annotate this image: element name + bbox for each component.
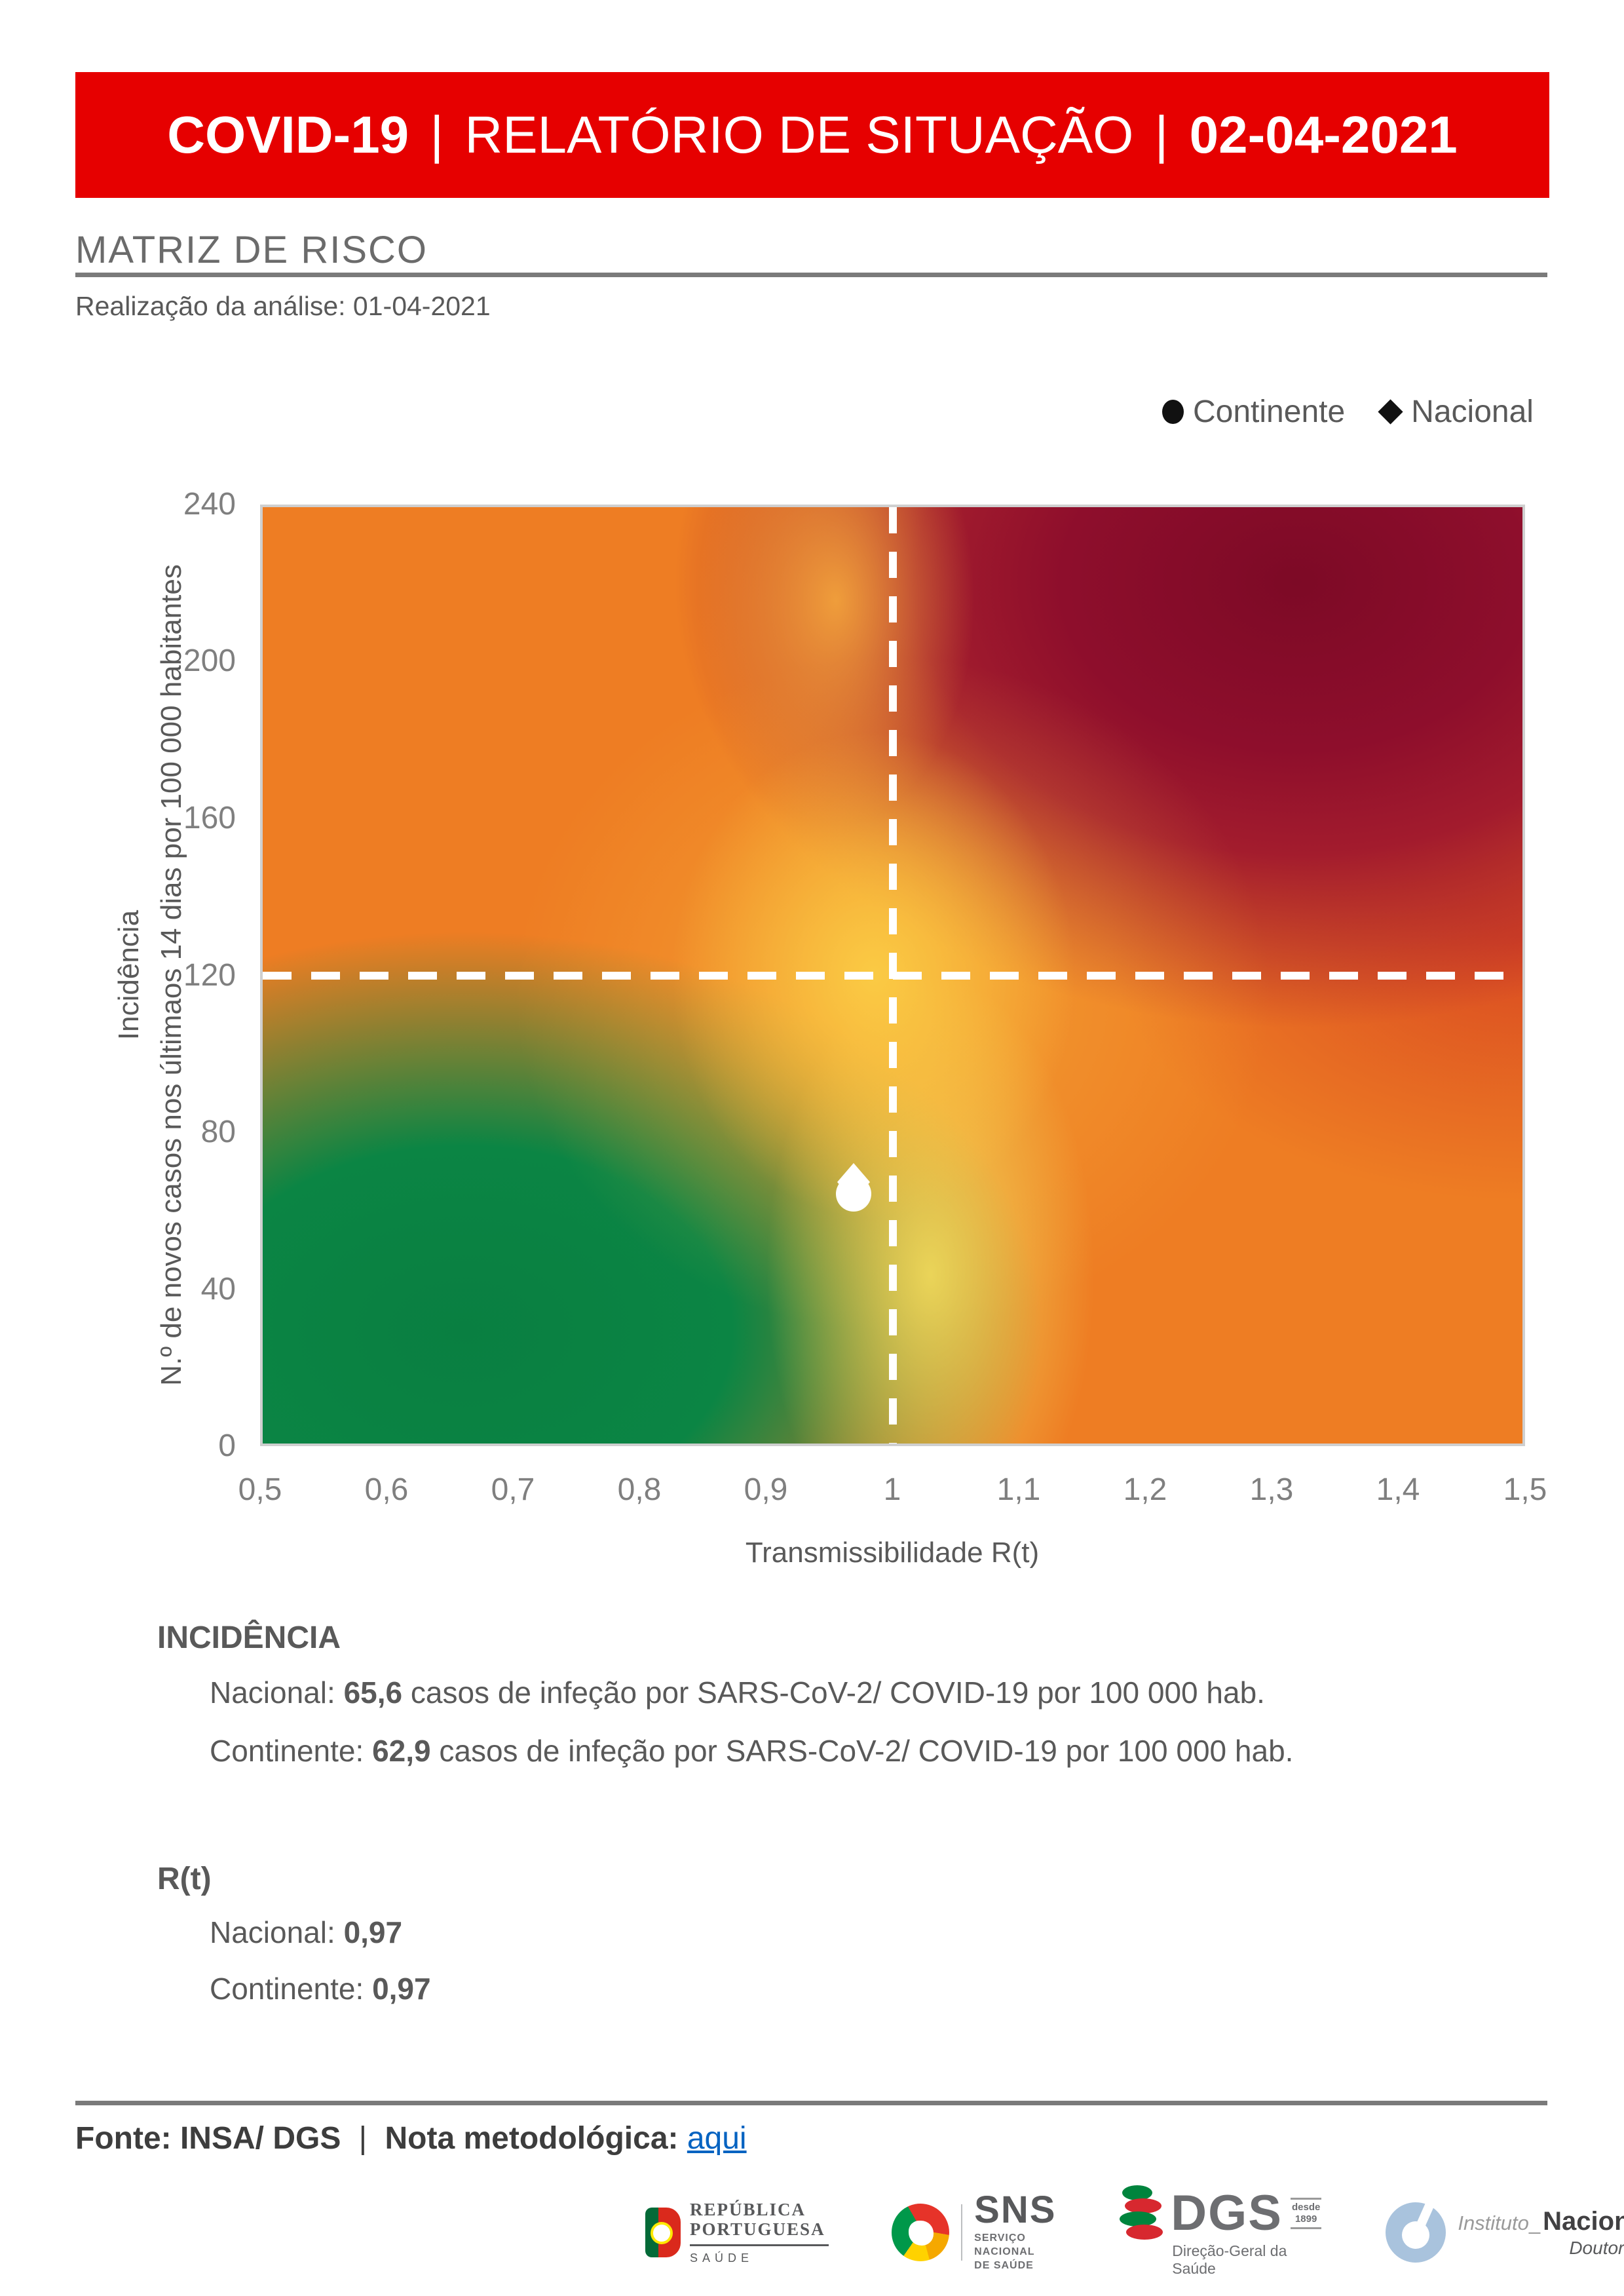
x-tick-13: 1,3	[1249, 1472, 1294, 1507]
nacional-marker-icon	[1378, 399, 1403, 425]
republica-portuguesa-logo: REPÚBLICA PORTUGUESA SAÚDE	[645, 2200, 829, 2265]
legend-label-nacional: Nacional	[1411, 394, 1534, 429]
analysis-date-label: Realização da análise: 01-04-2021	[75, 291, 491, 321]
x-tick-12: 1,2	[1123, 1472, 1167, 1507]
dgs-abbr: DGS	[1171, 2185, 1283, 2241]
banner-separator-2: |	[1154, 105, 1169, 164]
rt-heading: R(t)	[157, 1862, 212, 1896]
banner-date: 02-04-2021	[1189, 105, 1458, 164]
page-title: MATRIZ DE RISCO	[75, 229, 428, 271]
x-tick-11: 1,1	[996, 1472, 1041, 1507]
incidencia-nacional-label: Nacional:	[210, 1675, 335, 1710]
incidencia-continente-text: casos de infeção por SARS-CoV-2/ COVID-1…	[439, 1734, 1294, 1768]
incidencia-heading: INCIDÊNCIA	[157, 1620, 341, 1655]
incidencia-nacional-value: 65,6	[343, 1675, 403, 1710]
portugal-flag-icon	[645, 2208, 681, 2257]
dgs-desde-badge: desde 1899	[1290, 2198, 1322, 2229]
republica-rule	[690, 2244, 829, 2247]
insa-prefix: Instituto	[1458, 2211, 1529, 2234]
y-tick-40: 40	[200, 1272, 236, 1307]
sns-abbr: SNS	[974, 2189, 1057, 2232]
title-divider	[75, 273, 1547, 277]
x-tick-1: 1	[883, 1472, 901, 1507]
sns-divider	[961, 2204, 963, 2261]
y-axis-title-line2: N.º de novos casos nos últimaos 14 dias …	[155, 564, 187, 1386]
incidencia-nacional-text: casos de infeção por SARS-CoV-2/ COVID-1…	[410, 1675, 1265, 1710]
dgs-desde-line1: desde	[1291, 2202, 1321, 2213]
x-tick-05: 0,5	[238, 1472, 282, 1507]
y-tick-0: 0	[218, 1428, 236, 1463]
dgs-desde-line2: 1899	[1294, 2213, 1317, 2225]
legend-label-continente: Continente	[1193, 394, 1346, 429]
report-banner: COVID-19 | RELATÓRIO DE SITUAÇÃO | 02-04…	[75, 72, 1549, 198]
banner-title-main: RELATÓRIO DE SITUAÇÃO	[464, 105, 1134, 164]
nota-metodologica-link[interactable]: aqui	[687, 2121, 747, 2156]
footer-fonte: Fonte: INSA/ DGS	[75, 2121, 341, 2156]
sns-logo: SNS SERVIÇO NACIONAL DE SAÚDE	[892, 2189, 1057, 2272]
rt-continente-label: Continente:	[210, 1972, 364, 2006]
insa-name: Nacional de Saúde	[1543, 2206, 1624, 2236]
data-point-marker-icon	[836, 1162, 872, 1212]
sns-sub-line1: SERVIÇO NACIONAL	[974, 2232, 1035, 2258]
incidencia-continente-value: 62,9	[372, 1734, 431, 1768]
insa-logo: Instituto_Nacional de Saúde Doutor Ricar…	[1384, 2201, 1624, 2264]
rt-nacional-label: Nacional:	[210, 1915, 335, 1949]
incidencia-continente-line: Continente: 62,9 casos de infeção por SA…	[210, 1733, 1293, 1769]
x-tick-06: 0,6	[364, 1472, 409, 1507]
y-tick-160: 160	[183, 801, 236, 835]
sns-sub-line2: DE SAÚDE	[974, 2259, 1034, 2271]
insa-underscore: _	[1528, 2211, 1541, 2234]
republica-line1: REPÚBLICA	[690, 2199, 806, 2219]
banner-separator: |	[430, 105, 444, 164]
y-axis-title-line1: Incidência	[113, 909, 145, 1041]
incidencia-nacional-line: Nacional: 65,6 casos de infeção por SARS…	[210, 1675, 1265, 1710]
footer-divider	[75, 2101, 1547, 2105]
x-axis-title: Transmissibilidade R(t)	[745, 1537, 1040, 1569]
y-tick-120: 120	[183, 958, 236, 993]
incidencia-continente-label: Continente:	[210, 1734, 364, 1768]
y-tick-240: 240	[183, 487, 236, 522]
continente-marker-icon	[1162, 399, 1184, 424]
dgs-leaves-icon	[1120, 2185, 1163, 2240]
footer-separator: |	[358, 2121, 368, 2156]
x-tick-14: 1,4	[1376, 1472, 1420, 1507]
republica-saude-label: SAÚDE	[690, 2251, 754, 2265]
rt-nacional-value: 0,97	[343, 1915, 403, 1949]
rt-continente-line: Continente: 0,97	[210, 1971, 431, 2006]
chart-legend: Continente Nacional	[1162, 395, 1534, 429]
sns-circle-icon	[892, 2203, 949, 2261]
footer-source-line: Fonte: INSA/ DGS | Nota metodológica: aq…	[75, 2120, 747, 2156]
risk-matrix-heatmap	[260, 505, 1525, 1446]
y-tick-80: 80	[200, 1115, 236, 1149]
x-tick-07: 0,7	[491, 1472, 535, 1507]
x-tick-09: 0,9	[744, 1472, 788, 1507]
y-tick-200: 200	[183, 643, 236, 678]
footer-nota-label: Nota metodológica:	[385, 2121, 679, 2156]
rt-continente-value: 0,97	[372, 1972, 431, 2006]
x-tick-08: 0,8	[617, 1472, 662, 1507]
institutional-logos: REPÚBLICA PORTUGUESA SAÚDE SNS SERVIÇO N…	[645, 2177, 1624, 2288]
incidence-threshold-line	[263, 971, 1522, 980]
dgs-caption: Direção-Geral da Saúde	[1172, 2242, 1287, 2277]
x-tick-15: 1,5	[1503, 1472, 1547, 1507]
insa-circle-icon	[1386, 2201, 1446, 2263]
dgs-logo: DGS desde 1899 Direção-Geral da Saúde	[1120, 2185, 1322, 2278]
rt-nacional-line: Nacional: 0,97	[210, 1915, 402, 1950]
republica-line2: PORTUGUESA	[690, 2219, 825, 2239]
banner-title-prefix: COVID-19	[167, 105, 409, 164]
insa-sub: Doutor Ricardo Jorge	[1569, 2237, 1624, 2258]
